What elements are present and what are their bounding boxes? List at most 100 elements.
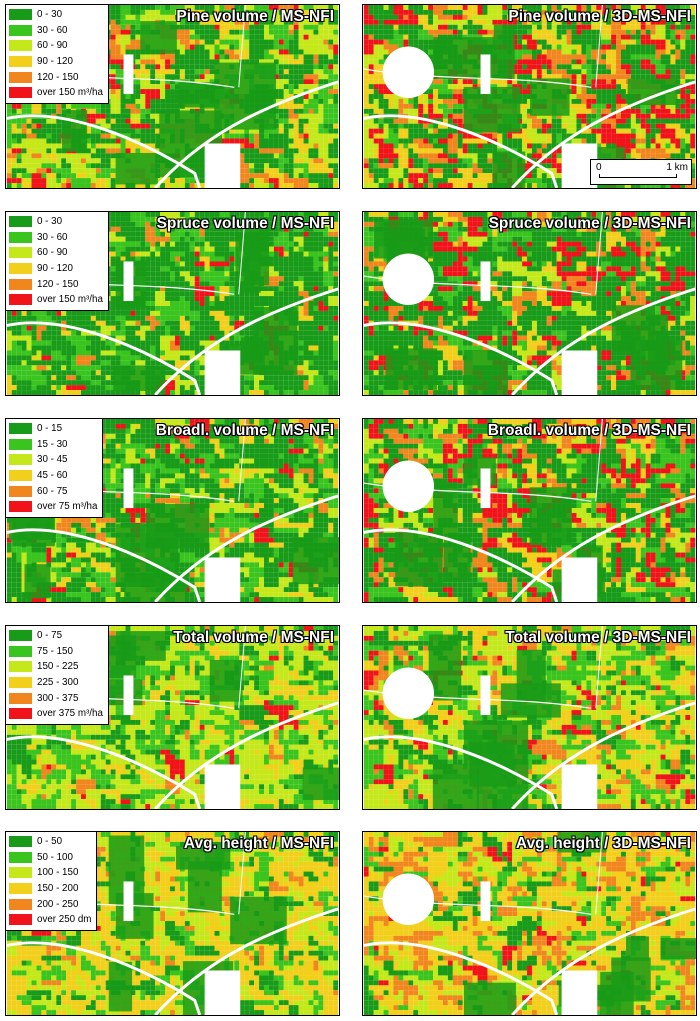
legend-label: 225 - 300 [37,677,78,688]
scale-bar: 0 1 km [590,159,692,185]
roads-and-open-areas [363,832,696,1015]
legend-label: 150 - 225 [37,661,78,672]
legend-label: 75 - 150 [37,646,73,657]
legend-item: 75 - 150 [9,644,103,660]
legend-label: 0 - 15 [37,423,62,434]
legend-swatch [9,645,32,657]
legend-swatch [9,661,32,673]
map-title: Broadl. volume / 3D-MS-NFI [488,422,691,440]
legend-swatch [9,470,32,482]
legend-swatch [9,501,32,513]
legend-item: 45 - 60 [9,468,97,484]
legend-label: 30 - 45 [37,454,68,465]
legend-swatch [9,9,32,21]
map-title: Spruce volume / 3D-MS-NFI [489,215,691,233]
legend-item: 300 - 375 [9,690,103,706]
legend-swatch [9,71,32,83]
legend-label: 30 - 60 [37,232,68,243]
legend-item: 30 - 45 [9,452,97,468]
legend-label: 30 - 60 [37,25,68,36]
legend-label: 0 - 75 [37,630,62,641]
legend-swatch [9,423,32,435]
legend-swatch [9,883,32,895]
map-panel-height-3d-ms-nfi: Avg. height / 3D-MS-NFI [362,831,697,1016]
legend-item: 90 - 120 [9,261,103,277]
legend-swatch [9,438,32,450]
map-panel-pine-3d-ms-nfi: Pine volume / 3D-MS-NFI 0 1 km [362,4,697,189]
legend-label: 0 - 50 [37,836,62,847]
forest-blocks [463,832,696,1015]
legend-item: 0 - 50 [9,834,91,850]
legend-item: over 150 m³/ha [9,85,103,101]
legend-swatch [9,867,32,879]
map-panel-spruce-3d-ms-nfi: Spruce volume / 3D-MS-NFI [362,211,697,396]
map-title: Pine volume / 3D-MS-NFI [508,8,691,26]
legend-swatch [9,87,32,99]
raster-map [6,832,339,1015]
forest-blocks [62,21,276,185]
roads-and-open-areas [363,212,696,395]
legend-item: 50 - 100 [9,850,91,866]
legend-label: 120 - 150 [37,279,78,290]
legend-swatch [9,708,32,720]
legend-label: 15 - 30 [37,439,68,450]
legend-swatch [9,247,32,259]
legend-label: over 75 m³/ha [37,501,97,512]
raster-cells [363,832,696,1015]
legend-label: 90 - 120 [37,263,73,274]
legend-item: 0 - 30 [9,7,103,23]
legend-label: 60 - 75 [37,486,68,497]
map-title: Total volume / MS-NFI [173,629,334,647]
legend-label: over 150 m³/ha [37,294,103,305]
legend-swatch [9,454,32,466]
roads-and-open-areas [363,419,696,602]
legend-label: 90 - 120 [37,56,73,67]
map-panel-pine-ms-nfi: Pine volume / MS-NFI 0 - 30 30 - 60 60 - 90… [5,4,340,189]
roads-and-open-areas [6,5,339,188]
legend-swatch [9,263,32,275]
legend-swatch [9,485,32,497]
legend: 0 - 30 30 - 60 60 - 90 90 - 120 120 - 150 ove… [6,5,109,104]
roads-and-open-areas [363,626,696,809]
legend-item: over 75 m³/ha [9,499,97,515]
legend-label: 150 - 200 [37,883,78,894]
legend-item: 30 - 60 [9,23,103,39]
legend-swatch [9,630,32,642]
legend-label: 100 - 150 [37,867,78,878]
legend-swatch [9,851,32,863]
raster-map [363,626,696,809]
legend-item: 60 - 90 [9,38,103,54]
legend: 0 - 50 50 - 100 100 - 150 150 - 200 200 - 25… [6,832,98,931]
legend-swatch [9,231,32,243]
raster-map [363,419,696,602]
legend-item: 90 - 120 [9,54,103,70]
forest-blocks [113,222,298,391]
legend-item: 150 - 225 [9,659,103,675]
map-panel-broadleaved-ms-nfi: Broadl. volume / MS-NFI 0 - 15 15 - 30 30 -… [5,418,340,603]
legend-label: over 375 m³/ha [37,708,103,719]
roads-and-open-areas [6,832,339,1015]
legend-label: 60 - 90 [37,40,68,51]
legend-swatch [9,294,32,306]
map-title: Pine volume / MS-NFI [176,8,334,26]
legend: 0 - 30 30 - 60 60 - 90 90 - 120 120 - 150 ove… [6,212,109,311]
legend-label: over 150 m³/ha [37,87,103,98]
legend-label: 0 - 30 [37,216,62,227]
map-title: Avg. height / MS-NFI [184,835,334,853]
forest-blocks [428,634,561,809]
legend-swatch [9,692,32,704]
legend-item: over 150 m³/ha [9,292,103,308]
map-panel-total-3d-ms-nfi: Total volume / 3D-MS-NFI [362,625,697,810]
legend-label: 200 - 250 [37,899,78,910]
raster-map [363,832,696,1015]
legend-swatch [9,677,32,689]
map-panel-height-ms-nfi: Avg. height / MS-NFI 0 - 50 50 - 100 100 - … [5,831,340,1016]
legend-swatch [9,278,32,290]
legend-item: 0 - 15 [9,421,97,437]
legend-item: 60 - 90 [9,245,103,261]
legend-label: 50 - 100 [37,852,73,863]
map-title: Avg. height / 3D-MS-NFI [516,835,691,853]
legend-label: 0 - 30 [37,9,62,20]
forest-blocks [8,503,339,602]
scale-bar-start-label: 0 [596,162,602,173]
